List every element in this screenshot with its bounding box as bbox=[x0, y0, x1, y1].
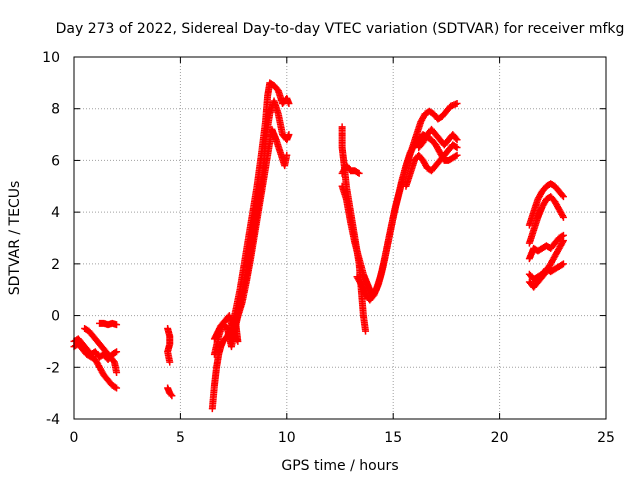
x-tick-label: 15 bbox=[384, 430, 402, 446]
data-point-trace bbox=[164, 325, 174, 366]
y-tick-label: 10 bbox=[42, 50, 60, 66]
data-point-trace bbox=[402, 141, 461, 190]
y-tick-label: 2 bbox=[51, 257, 60, 273]
x-tick-label: 0 bbox=[70, 430, 79, 446]
x-tick-label: 25 bbox=[597, 430, 615, 446]
axis-ticks: 0 5 10 15 20 25 -4 -2 0 2 4 6 8 10 bbox=[42, 50, 615, 446]
data-point-trace bbox=[415, 125, 461, 151]
chart-title: Day 273 of 2022, Sidereal Day-to-day VTE… bbox=[56, 21, 625, 37]
x-tick-label: 10 bbox=[278, 430, 296, 446]
data-point-trace bbox=[525, 231, 567, 263]
data-point-trace bbox=[525, 193, 567, 247]
data-marks bbox=[70, 79, 567, 413]
data-point-trace bbox=[353, 100, 461, 304]
y-tick-label: 4 bbox=[51, 205, 60, 221]
y-axis-label: SDTVAR / TECUs bbox=[7, 181, 23, 296]
data-point-trace bbox=[96, 319, 121, 329]
y-tick-label: 6 bbox=[51, 153, 60, 169]
data-point-trace bbox=[338, 162, 363, 177]
x-axis-label: GPS time / hours bbox=[281, 458, 398, 474]
data-point-trace bbox=[210, 125, 291, 345]
y-tick-label: -2 bbox=[46, 360, 60, 376]
x-tick-label: 20 bbox=[491, 430, 509, 446]
grid-lines bbox=[74, 57, 606, 419]
data-point-trace bbox=[164, 384, 176, 400]
y-tick-label: 0 bbox=[51, 309, 60, 325]
data-point-trace bbox=[81, 325, 121, 376]
y-tick-label: 8 bbox=[51, 102, 60, 118]
plot-frame bbox=[73, 56, 607, 420]
data-point-trace bbox=[525, 180, 567, 229]
y-tick-label: -4 bbox=[46, 412, 60, 428]
data-point-trace bbox=[525, 237, 567, 291]
x-tick-label: 5 bbox=[176, 430, 185, 446]
